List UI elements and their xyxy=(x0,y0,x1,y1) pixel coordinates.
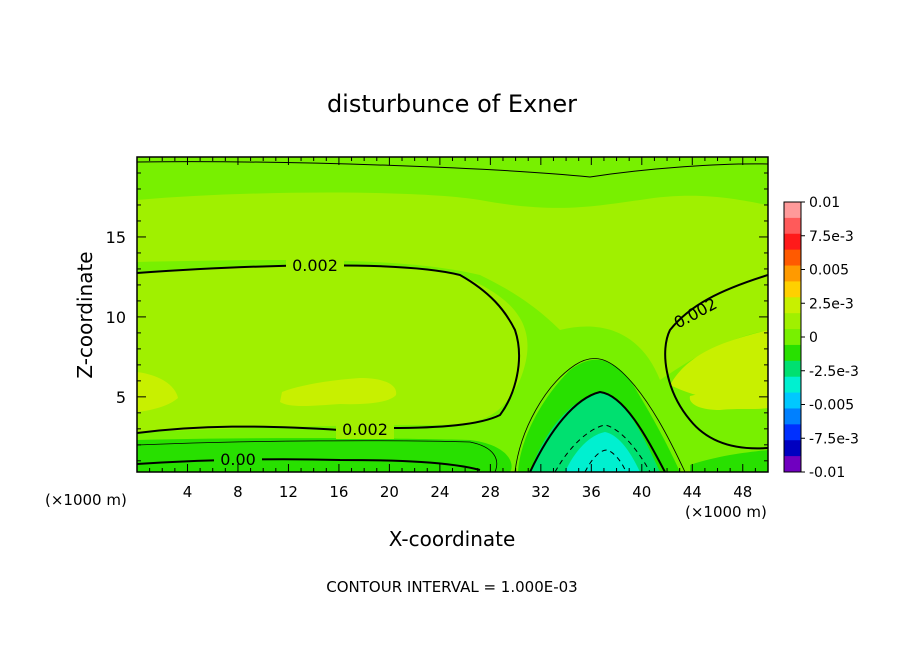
colorbar-swatch xyxy=(784,456,801,473)
x-tick-label: 44 xyxy=(683,483,702,501)
colorbar: 0.01 7.5e-3 0.005 2.5e-3 0 -2.5e-3 -0.005 -7.5e… xyxy=(783,195,859,481)
y-axis: 5 10 15 xyxy=(106,172,768,462)
colorbar-swatch xyxy=(784,440,801,457)
fill-yellow-lobe-center xyxy=(280,378,397,406)
fill-upper-line-region xyxy=(137,265,528,432)
colorbar-swatch xyxy=(784,233,801,251)
contour-line-000 xyxy=(137,458,481,471)
contour-label-0002-top: 0.002 xyxy=(292,256,338,275)
x-tick-label: 16 xyxy=(329,483,348,501)
x-tick-label: 28 xyxy=(481,483,500,501)
x-tick-label: 12 xyxy=(279,483,298,501)
contour-line-0002-lower xyxy=(137,425,341,434)
x-tick-label: 40 xyxy=(632,483,651,501)
x-unit-left: (×1000 m) xyxy=(45,491,127,509)
fill-right-bottom-green xyxy=(690,450,768,472)
x-tick-label: 48 xyxy=(733,483,752,501)
contour-line-0002-right xyxy=(664,274,768,450)
colorbar-label: 0.01 xyxy=(809,195,840,211)
colorbar-swatch xyxy=(784,360,801,378)
colorbar-swatch xyxy=(784,344,801,362)
x-axis: 4 8 12 16 20 24 28 32 36 40 44 48 xyxy=(149,157,756,501)
colorbar-label: 0 xyxy=(809,330,818,346)
colorbar-label: -0.01 xyxy=(809,465,845,481)
colorbar-swatch xyxy=(784,281,801,298)
y-tick-label: 15 xyxy=(106,228,126,247)
y-tick-label: 5 xyxy=(116,388,126,407)
colorbar-swatch xyxy=(784,329,801,346)
contour-line-dome-inner-dashed xyxy=(584,449,627,472)
colorbar-label: 2.5e-3 xyxy=(809,296,854,312)
colorbar-swatch xyxy=(784,313,801,330)
x-tick-label: 20 xyxy=(380,483,399,501)
colorbar-label: -2.5e-3 xyxy=(809,364,859,380)
colorbar-swatch xyxy=(784,249,801,267)
fill-upper-pale-band xyxy=(137,192,768,380)
colorbar-swatch xyxy=(784,202,801,219)
colorbar-swatch xyxy=(784,297,801,314)
colorbar-swatch xyxy=(784,217,801,235)
y-tick-label: 10 xyxy=(106,308,126,327)
x-tick-label: 8 xyxy=(233,483,243,501)
contour-line-dome-bold xyxy=(529,390,666,472)
x-tick-label: 24 xyxy=(430,483,449,501)
x-tick-label: 32 xyxy=(531,483,550,501)
colorbar-swatch xyxy=(784,392,801,409)
colorbar-label: -7.5e-3 xyxy=(809,431,859,447)
contour-label-000: 0.00 xyxy=(220,450,256,469)
x-unit-right: (×1000 m) xyxy=(685,503,767,521)
contour-label-0002-middle: 0.002 xyxy=(342,420,388,439)
colorbar-swatch xyxy=(784,424,801,441)
contour-line-top xyxy=(137,161,768,178)
contour-interval-note: CONTOUR INTERVAL = 1.000E-03 xyxy=(326,578,577,596)
fill-dome-cyan xyxy=(565,432,640,472)
colorbar-swatch xyxy=(784,265,801,282)
colorbar-label: 7.5e-3 xyxy=(809,229,854,245)
fill-yellow-lobe-left xyxy=(137,372,178,412)
colorbar-label: 0.005 xyxy=(809,263,849,279)
x-tick-label: 4 xyxy=(183,483,193,501)
colorbar-label: -0.005 xyxy=(809,398,854,414)
contour-line-thin-a xyxy=(137,440,498,472)
x-axis-title: X-coordinate xyxy=(389,527,516,551)
colorbar-swatch xyxy=(784,408,801,425)
contour-line-dome-outer xyxy=(514,358,686,472)
y-axis-title: Z-coordinate xyxy=(73,251,97,378)
chart-title: disturbunce of Exner xyxy=(327,90,577,118)
colorbar-swatch xyxy=(784,376,801,394)
fill-yellow-lobe-right xyxy=(689,383,768,410)
x-tick-label: 36 xyxy=(582,483,601,501)
contour-labels: 0.002 0.002 0.002 0.00 xyxy=(214,254,720,469)
